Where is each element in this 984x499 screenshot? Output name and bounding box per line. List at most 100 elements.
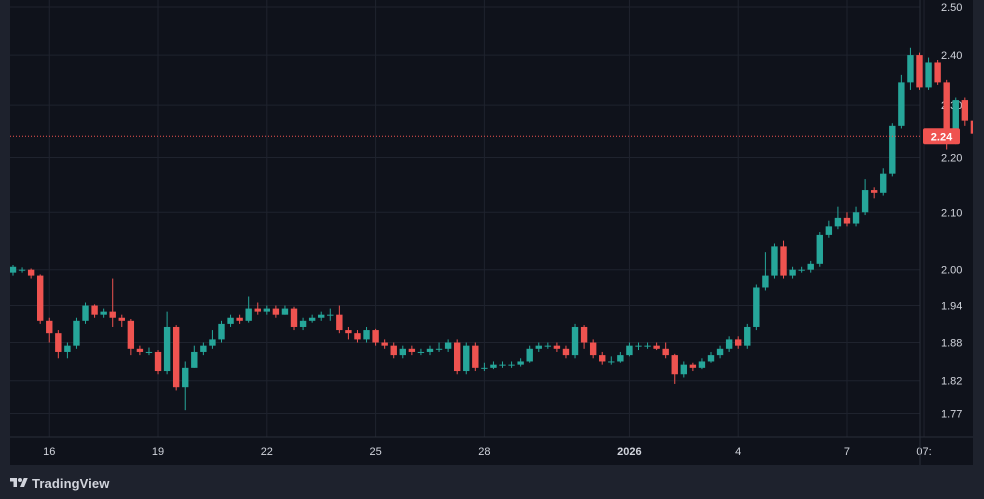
candle-body: [553, 345, 561, 349]
candle-body: [46, 320, 53, 334]
candle-body: [499, 364, 506, 366]
candle-body: [327, 314, 334, 316]
candle-body: [880, 173, 887, 193]
candle-body: [363, 330, 370, 340]
candle-body: [200, 345, 207, 352]
candle-body: [589, 342, 597, 356]
candle-body: [617, 355, 624, 362]
candle-body: [490, 364, 497, 368]
candle-body: [191, 351, 198, 368]
candle-body: [444, 342, 452, 349]
x-tick-label: 28: [478, 446, 490, 458]
candle-body: [64, 345, 71, 352]
candle-body: [10, 266, 17, 273]
candle-body: [735, 339, 742, 346]
candle-body: [571, 326, 579, 356]
candle-body: [209, 339, 216, 346]
candle-body: [653, 345, 660, 349]
candle-body: [245, 308, 252, 321]
y-tick-label: 2.00: [941, 265, 962, 277]
candle-body: [952, 100, 959, 142]
chart-area[interactable]: 2.50 2.40 2.30 2.20 2.10 2.00 1.94 1.88 1.82 1.77…: [10, 0, 973, 465]
candle-body: [716, 348, 724, 356]
candle-body: [163, 326, 171, 372]
candle-body: [870, 190, 878, 193]
candle-body: [399, 348, 406, 356]
candle-body: [435, 348, 443, 350]
candle-body: [662, 348, 669, 356]
candle-body: [707, 355, 715, 362]
tradingview-logo-icon[interactable]: [10, 476, 28, 490]
candle-body: [18, 269, 26, 271]
candle-body: [816, 234, 823, 264]
candle-body: [381, 342, 388, 346]
y-tick-label: 2.20: [941, 153, 962, 165]
candle-body: [535, 345, 542, 349]
candle-body: [172, 326, 180, 388]
candle-body: [680, 364, 688, 375]
candle-body: [27, 269, 35, 276]
candle-body: [843, 217, 851, 224]
y-tick-label: 1.77: [941, 408, 962, 420]
candle-body: [698, 361, 706, 368]
candle-body: [925, 62, 932, 88]
candle-body: [127, 320, 135, 349]
candle-body: [408, 348, 416, 352]
candle-body: [299, 320, 307, 327]
candle-body: [562, 348, 570, 356]
candle-body: [580, 326, 588, 343]
candle-body: [91, 305, 98, 315]
x-tick-label: 22: [261, 446, 273, 458]
candle-body: [825, 226, 833, 235]
brand-name[interactable]: TradingView: [32, 475, 110, 491]
candle-body: [281, 308, 289, 315]
x-tick-label: 25: [369, 446, 381, 458]
candle-body: [807, 263, 814, 270]
candle-body: [943, 82, 950, 142]
candle-body: [372, 330, 379, 343]
x-tick-label: 16: [43, 446, 55, 458]
candle-body: [762, 275, 769, 288]
candle-body: [145, 351, 153, 353]
candle-body: [36, 275, 44, 321]
candle-body: [753, 287, 760, 327]
candle-body: [154, 351, 162, 372]
candle-body: [780, 246, 787, 276]
candle-body: [644, 345, 651, 347]
candle-body: [55, 333, 62, 352]
candle-body: [227, 317, 234, 324]
y-tick-label: 2.10: [941, 207, 962, 219]
candle-body: [345, 330, 352, 334]
candle-body: [798, 269, 805, 271]
x-tick-label: 19: [152, 446, 164, 458]
candle-body: [970, 120, 973, 134]
footer: TradingView: [10, 473, 109, 493]
candle-body: [544, 345, 552, 347]
candle-body: [118, 317, 125, 321]
candle-body: [109, 311, 116, 318]
y-tick-label: 1.88: [941, 338, 962, 350]
candle-body: [608, 361, 615, 363]
candle-body: [961, 100, 969, 121]
candle-body: [136, 348, 144, 352]
candle-body: [481, 367, 488, 369]
candlestick-chart[interactable]: 2.502.402.302.202.102.001.941.881.821.77…: [10, 0, 973, 465]
candle-body: [689, 364, 697, 368]
candle-body: [354, 333, 361, 340]
candle-body: [463, 345, 470, 372]
last-price-badge: [923, 128, 960, 145]
candle-body: [916, 55, 923, 88]
x-tick-label: 2026: [617, 446, 641, 458]
candle-body: [390, 345, 397, 356]
candle-body: [517, 361, 524, 365]
candle-body: [73, 320, 80, 346]
candle-body: [236, 317, 243, 321]
x-tick-label: 07:: [916, 446, 931, 458]
candle-body: [898, 82, 905, 126]
candle-body: [290, 308, 298, 327]
candle-body: [100, 311, 107, 315]
candle-body: [453, 342, 461, 372]
candle-body: [861, 190, 869, 213]
y-tick-label: 2.40: [941, 50, 962, 62]
x-tick-label: 4: [735, 446, 741, 458]
